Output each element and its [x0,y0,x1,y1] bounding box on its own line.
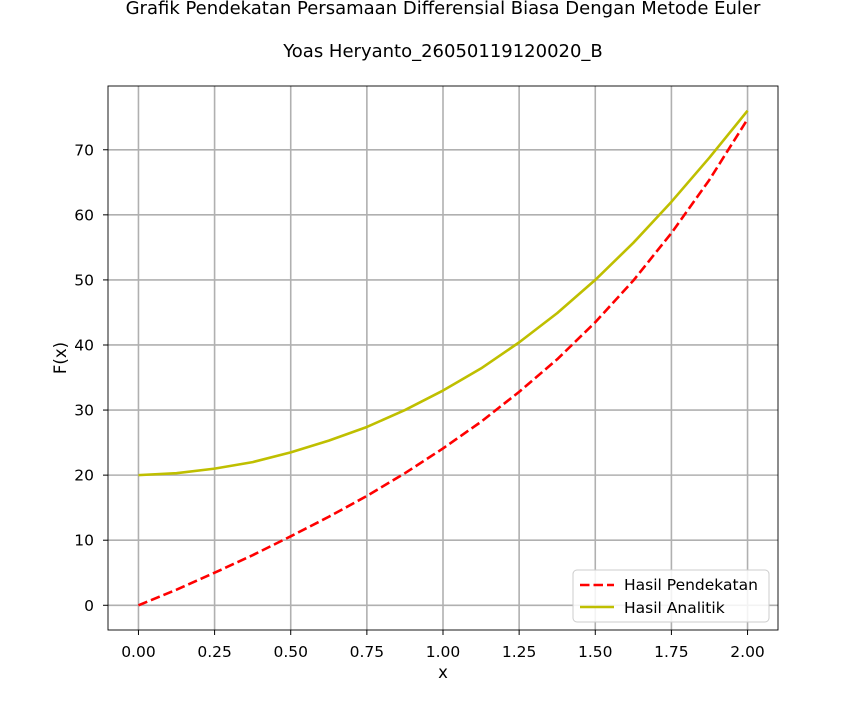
series-line-hasil-pendekatan [137,118,749,607]
x-tick-label: 0.50 [273,643,308,661]
legend-label-hasil-pendekatan: Hasil Pendekatan [624,576,758,594]
x-tick-label: 0.75 [350,643,385,661]
y-tick-label: 60 [74,206,94,224]
legend-label-hasil-analitik: Hasil Analitik [624,599,725,617]
x-tick-label: 2.00 [730,643,765,661]
y-tick-label: 50 [74,271,94,289]
y-tick-label: 30 [74,402,94,420]
y-axis-label: F(x) [51,342,70,374]
x-tick-label: 1.00 [426,643,461,661]
x-axis-label: x [438,663,448,682]
legend: Hasil Pendekatan Hasil Analitik [572,569,770,623]
chart-subtitle: Yoas Heryanto_26050119120020_B [282,41,603,62]
ticks: 0.00 0.25 0.50 0.75 1.00 1.25 1.50 1.75 2.00 0 10 2… [74,141,765,661]
y-tick-label: 20 [74,467,94,485]
x-tick-label: 1.75 [654,643,689,661]
y-tick-label: 10 [74,532,94,550]
series-layer [137,109,749,607]
y-tick-label: 40 [74,336,94,354]
x-tick-label: 0.25 [197,643,232,661]
legend-box [572,569,770,623]
x-tick-label: 1.25 [502,643,537,661]
y-tick-label: 0 [84,597,94,615]
series-line-hasil-analitik [138,109,749,477]
x-tick-label: 0.00 [121,643,156,661]
chart-title: Grafik Pendekatan Persamaan Differensial… [126,0,761,19]
x-tick-label: 1.50 [578,643,613,661]
y-tick-label: 70 [74,141,94,159]
